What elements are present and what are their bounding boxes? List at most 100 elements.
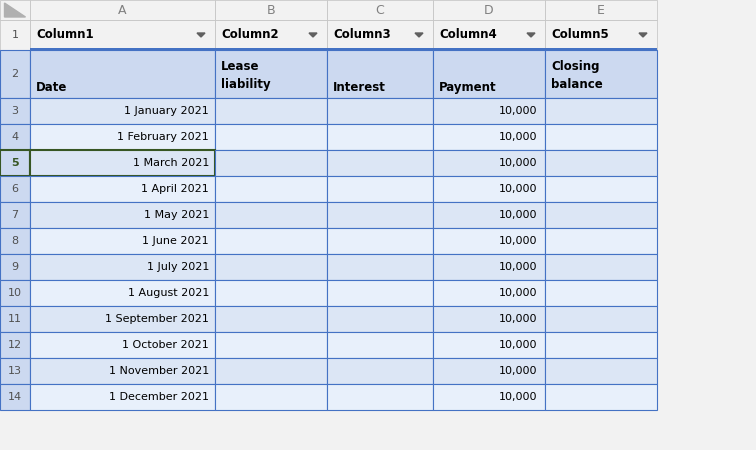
Text: 10,000: 10,000 (498, 158, 537, 168)
Text: Column5: Column5 (551, 28, 609, 41)
Polygon shape (527, 33, 535, 37)
Text: 14: 14 (8, 392, 22, 402)
Text: 9: 9 (11, 262, 19, 272)
Bar (433, 228, 545, 254)
Text: Payment: Payment (439, 81, 497, 94)
Bar (327, 384, 433, 410)
Bar (545, 228, 657, 254)
Text: 1 July 2021: 1 July 2021 (147, 262, 209, 272)
Bar (545, 176, 657, 202)
Bar (545, 358, 657, 384)
Bar (433, 254, 545, 280)
Bar (433, 98, 545, 124)
Bar (0, 358, 30, 384)
Text: 10,000: 10,000 (498, 132, 537, 142)
Text: B: B (267, 4, 275, 17)
Bar (0, 384, 30, 410)
Bar (0, 228, 30, 254)
Bar (30, 176, 215, 202)
Text: Column4: Column4 (439, 28, 497, 41)
Bar (215, 254, 327, 280)
Bar (0, 98, 30, 124)
Bar (327, 358, 433, 384)
Text: 1 November 2021: 1 November 2021 (109, 366, 209, 376)
Bar (327, 20, 433, 50)
Bar (545, 150, 657, 176)
Polygon shape (415, 33, 423, 37)
Bar (327, 0, 433, 20)
Bar (215, 280, 327, 306)
Text: 1 March 2021: 1 March 2021 (132, 158, 209, 168)
Bar (0, 280, 30, 306)
Text: 3: 3 (11, 106, 18, 116)
Polygon shape (639, 33, 647, 37)
Text: 12: 12 (8, 340, 22, 350)
Bar (545, 0, 657, 20)
Text: 10,000: 10,000 (498, 288, 537, 298)
Bar (215, 150, 327, 176)
Bar (30, 384, 215, 410)
Text: D: D (484, 4, 494, 17)
Text: 1 February 2021: 1 February 2021 (117, 132, 209, 142)
Bar (30, 280, 215, 306)
Text: 1 May 2021: 1 May 2021 (144, 210, 209, 220)
Bar (0, 20, 30, 50)
Text: E: E (597, 4, 605, 17)
Bar (30, 306, 215, 332)
Bar (433, 20, 545, 50)
Bar (327, 202, 433, 228)
Text: 10: 10 (8, 288, 22, 298)
Bar (215, 20, 327, 50)
Bar (433, 384, 545, 410)
Bar (30, 332, 215, 358)
Bar (0, 306, 30, 332)
Bar (215, 332, 327, 358)
Bar (433, 202, 545, 228)
Text: Column2: Column2 (221, 28, 279, 41)
Text: 10,000: 10,000 (498, 392, 537, 402)
Bar (30, 0, 215, 20)
Text: 7: 7 (11, 210, 19, 220)
Polygon shape (5, 3, 26, 17)
Bar (433, 280, 545, 306)
Bar (545, 254, 657, 280)
Bar (30, 202, 215, 228)
Bar (545, 20, 657, 50)
Text: 1 January 2021: 1 January 2021 (124, 106, 209, 116)
Bar (0, 124, 30, 150)
Bar (215, 202, 327, 228)
Bar (215, 50, 327, 98)
Text: 1 December 2021: 1 December 2021 (109, 392, 209, 402)
Text: Column1: Column1 (36, 28, 94, 41)
Bar (0, 332, 30, 358)
Bar (215, 228, 327, 254)
Bar (327, 332, 433, 358)
Bar (545, 202, 657, 228)
Bar (327, 150, 433, 176)
Bar (545, 98, 657, 124)
Bar (327, 98, 433, 124)
Bar (30, 150, 215, 176)
Bar (327, 306, 433, 332)
Bar (433, 0, 545, 20)
Text: C: C (376, 4, 384, 17)
Text: 4: 4 (11, 132, 19, 142)
Text: 6: 6 (11, 184, 18, 194)
Bar (215, 358, 327, 384)
Text: 1 October 2021: 1 October 2021 (122, 340, 209, 350)
Bar (433, 150, 545, 176)
Bar (433, 124, 545, 150)
Bar (215, 384, 327, 410)
Bar (433, 332, 545, 358)
Bar (0, 202, 30, 228)
Bar (30, 50, 215, 98)
Text: 10,000: 10,000 (498, 262, 537, 272)
Text: 10,000: 10,000 (498, 210, 537, 220)
Text: Date: Date (36, 81, 67, 94)
Bar (327, 280, 433, 306)
Bar (215, 124, 327, 150)
Bar (30, 20, 215, 50)
Bar (215, 98, 327, 124)
Text: 10,000: 10,000 (498, 366, 537, 376)
Bar (545, 280, 657, 306)
